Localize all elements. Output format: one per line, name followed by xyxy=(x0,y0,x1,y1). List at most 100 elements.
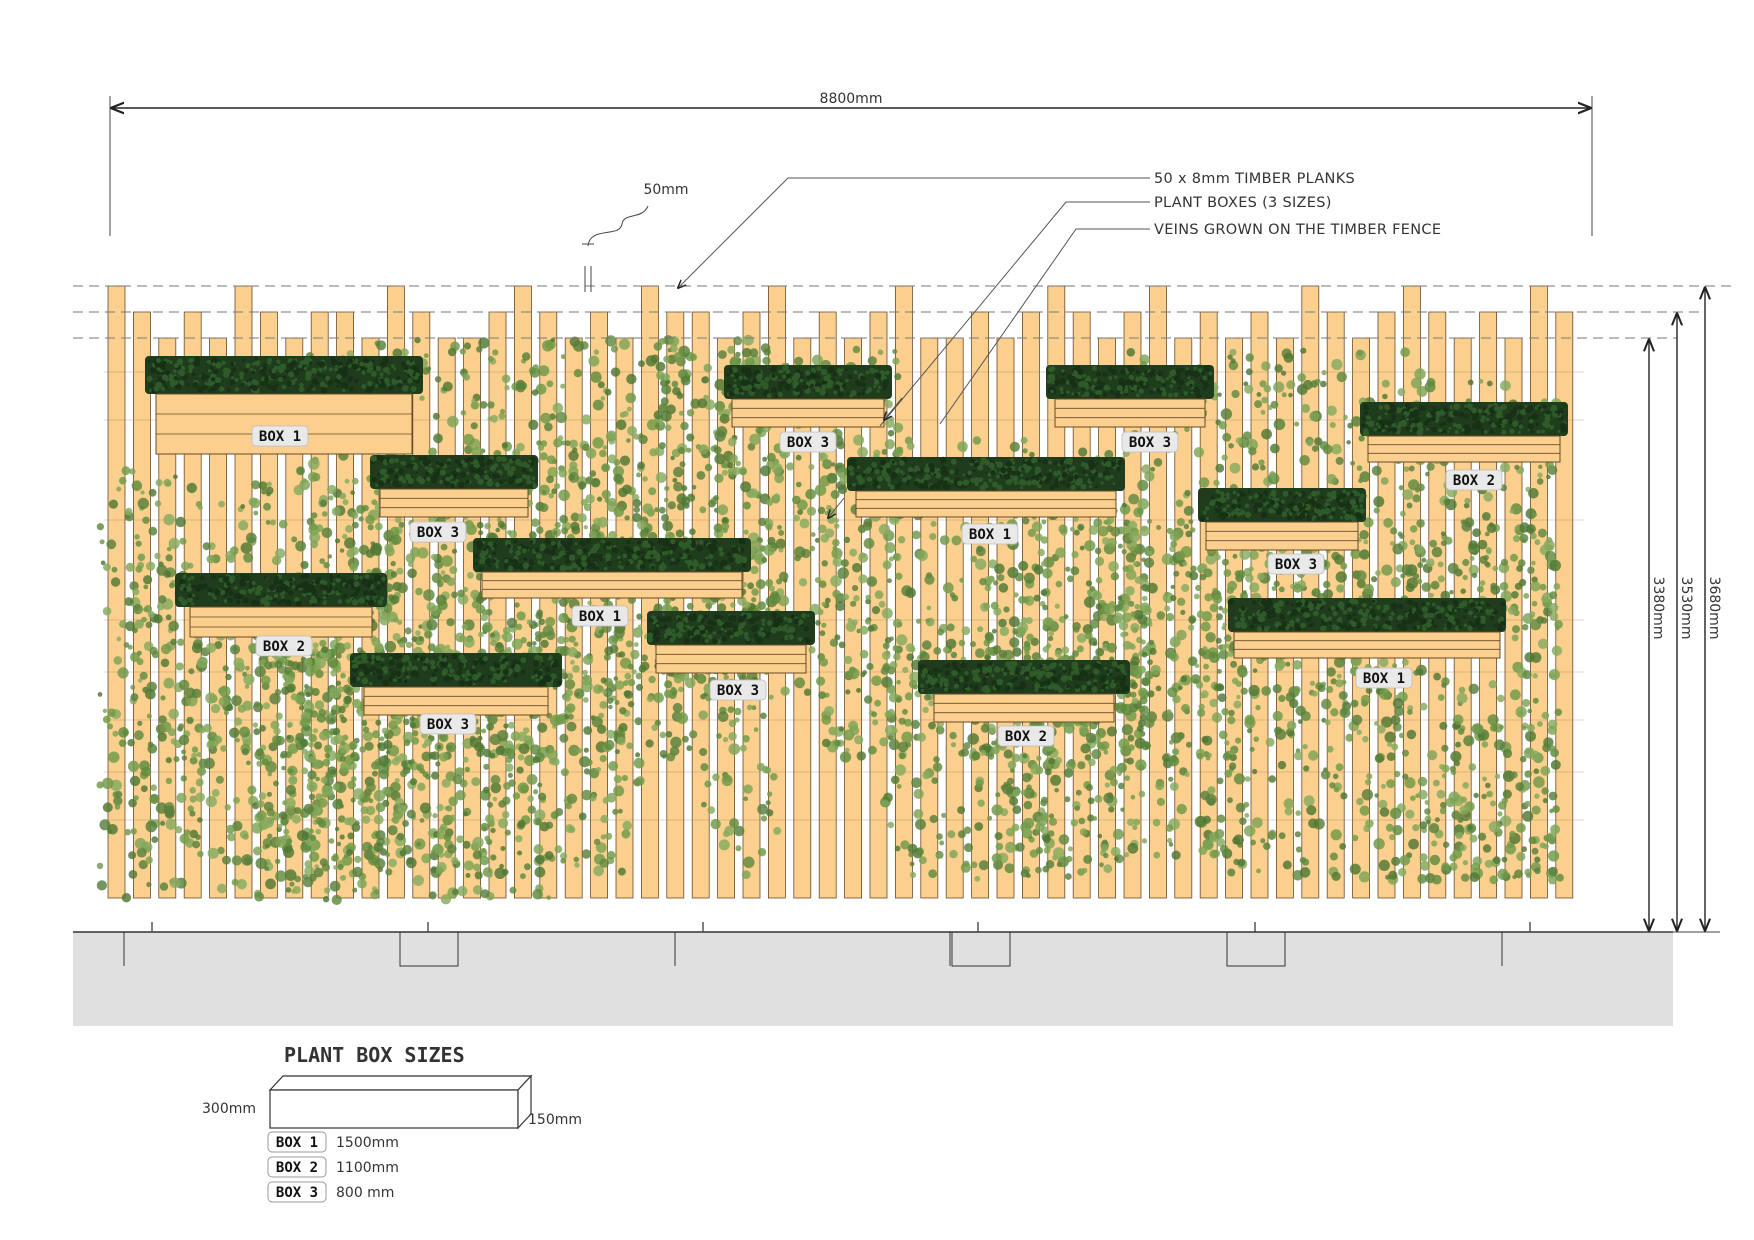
vine-leaf xyxy=(428,447,437,457)
vine-leaf xyxy=(392,348,403,359)
vine-leaf xyxy=(1525,730,1536,742)
vine-leaf xyxy=(1478,832,1487,841)
vine-leaf xyxy=(1153,458,1163,467)
vine-leaf xyxy=(604,646,614,656)
vine-leaf xyxy=(1424,381,1436,393)
vine-leaf xyxy=(497,520,505,529)
vine-leaf xyxy=(338,705,346,714)
vine-leaf xyxy=(1437,575,1445,583)
vine-leaf xyxy=(576,747,582,754)
vine-leaf xyxy=(1106,726,1117,737)
vine-leaf xyxy=(1431,840,1438,847)
vine-leaf xyxy=(534,866,546,878)
vine-leaf xyxy=(824,597,831,604)
vine-leaf xyxy=(1027,528,1036,538)
vine-leaf xyxy=(1166,709,1172,714)
vine-leaf xyxy=(606,729,616,739)
vine-leaf xyxy=(619,707,627,715)
vine-leaf xyxy=(220,745,228,752)
vine-leaf xyxy=(1041,519,1047,525)
vine-leaf xyxy=(618,651,626,658)
vine-leaf xyxy=(1176,629,1187,641)
vine-leaf xyxy=(307,755,315,763)
vine-leaf xyxy=(319,639,327,647)
vine-leaf xyxy=(1351,416,1362,427)
vine-leaf xyxy=(149,793,160,805)
vine-leaf xyxy=(334,642,346,654)
vine-leaf xyxy=(498,412,506,420)
vine-leaf xyxy=(256,760,263,767)
vine-leaf xyxy=(1331,871,1341,882)
vine-leaf xyxy=(1026,873,1031,878)
vine-leaf xyxy=(1216,613,1223,621)
vine-leaf xyxy=(1358,871,1371,883)
vine-leaf xyxy=(1076,645,1084,653)
vine-leaf xyxy=(1392,698,1404,709)
vine-leaf xyxy=(865,598,871,605)
vine-leaf xyxy=(542,490,547,495)
vine-leaf xyxy=(1259,464,1266,471)
vine-leaf xyxy=(499,863,504,869)
vine-leaf xyxy=(796,481,802,488)
vine-leaf xyxy=(1473,724,1484,735)
vine-leaf xyxy=(165,777,173,785)
vine-leaf xyxy=(1530,619,1542,631)
vine-leaf xyxy=(1221,708,1229,716)
vine-leaf xyxy=(1428,823,1440,834)
vine-leaf xyxy=(564,679,576,690)
vine-leaf xyxy=(1044,768,1052,776)
vine-leaf xyxy=(356,504,366,514)
vine-leaf xyxy=(138,678,143,683)
vine-leaf xyxy=(642,476,648,482)
vine-leaf xyxy=(501,442,508,449)
vine-leaf xyxy=(239,726,251,738)
vine-leaf xyxy=(136,650,142,656)
vine-leaf xyxy=(665,731,673,738)
vine-leaf xyxy=(471,777,481,787)
vine-leaf xyxy=(721,469,729,476)
vine-leaf xyxy=(481,728,487,734)
vine-leaf xyxy=(168,728,176,737)
vine-leaf xyxy=(539,452,548,461)
vine-leaf xyxy=(1538,464,1543,469)
vine-leaf xyxy=(1000,784,1007,791)
vine-leaf xyxy=(331,894,342,906)
vine-leaf xyxy=(313,728,318,734)
vine-leaf xyxy=(536,526,544,534)
vine-leaf xyxy=(1209,698,1218,708)
vine-leaf xyxy=(1137,479,1149,491)
vine-leaf xyxy=(178,723,185,730)
vine-leaf xyxy=(191,688,202,699)
vine-leaf xyxy=(1259,380,1267,388)
vine-leaf xyxy=(714,401,726,412)
vine-leaf xyxy=(1094,556,1105,567)
vine-leaf xyxy=(151,836,159,843)
vine-leaf xyxy=(1011,753,1021,763)
vine-leaf xyxy=(377,742,383,748)
vine-leaf xyxy=(1003,606,1010,613)
vine-leaf xyxy=(1461,873,1470,882)
vine-leaf xyxy=(778,571,789,582)
vine-leaf xyxy=(344,537,356,549)
vine-leaf xyxy=(1255,704,1261,711)
vine-leaf xyxy=(117,667,129,679)
vine-leaf xyxy=(1487,714,1499,726)
vine-leaf xyxy=(522,352,531,361)
vine-leaf xyxy=(1373,838,1385,850)
vine-leaf xyxy=(329,717,335,724)
vine-leaf xyxy=(1524,652,1535,663)
vine-leaf xyxy=(886,684,896,694)
vine-leaf xyxy=(1421,582,1432,592)
vine-leaf xyxy=(1010,768,1015,773)
vine-leaf xyxy=(887,821,895,829)
vine-leaf xyxy=(892,618,903,628)
vine-leaf xyxy=(1246,438,1258,451)
vine-leaf xyxy=(1471,572,1478,579)
vine-leaf xyxy=(1195,584,1202,592)
vine-leaf xyxy=(633,642,639,647)
vine-leaf xyxy=(514,602,520,608)
vine-leaf xyxy=(376,340,387,351)
vine-leaf xyxy=(1554,708,1563,716)
vine-leaf xyxy=(998,649,1008,659)
vine-leaf xyxy=(107,708,116,717)
